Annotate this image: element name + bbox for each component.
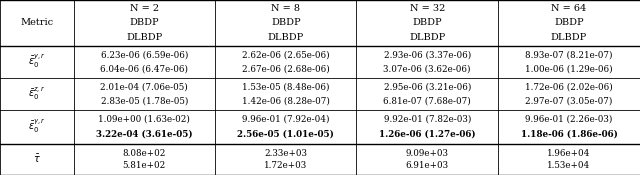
- Text: DBDP: DBDP: [554, 18, 584, 27]
- Text: 6.91e+03: 6.91e+03: [406, 161, 449, 170]
- Text: 8.93e-07 (8.21e-07): 8.93e-07 (8.21e-07): [525, 50, 612, 59]
- Text: $\bar{\tau}$: $\bar{\tau}$: [33, 153, 41, 165]
- Text: 2.56e-05 (1.01e-05): 2.56e-05 (1.01e-05): [237, 130, 334, 139]
- Text: 9.92e-01 (7.82e-03): 9.92e-01 (7.82e-03): [383, 115, 471, 124]
- Text: DLBDP: DLBDP: [551, 33, 587, 42]
- Text: DBDP: DBDP: [412, 18, 442, 27]
- Text: 2.97e-07 (3.05e-07): 2.97e-07 (3.05e-07): [525, 96, 612, 105]
- Text: DLBDP: DLBDP: [409, 33, 445, 42]
- Text: 1.53e+04: 1.53e+04: [547, 161, 591, 170]
- Text: 2.01e-04 (7.06e-05): 2.01e-04 (7.06e-05): [100, 82, 188, 91]
- Text: DLBDP: DLBDP: [268, 33, 304, 42]
- Text: 1.42e-06 (8.28e-07): 1.42e-06 (8.28e-07): [242, 96, 330, 105]
- Text: 8.08e+02: 8.08e+02: [123, 149, 166, 158]
- Text: 2.33e+03: 2.33e+03: [264, 149, 307, 158]
- Text: DBDP: DBDP: [129, 18, 159, 27]
- Text: 2.93e-06 (3.37e-06): 2.93e-06 (3.37e-06): [383, 50, 471, 59]
- Text: 5.81e+02: 5.81e+02: [123, 161, 166, 170]
- Text: 1.18e-06 (1.86e-06): 1.18e-06 (1.86e-06): [520, 130, 618, 139]
- Text: $\bar{\varepsilon}_0^{\gamma,r}$: $\bar{\varepsilon}_0^{\gamma,r}$: [28, 118, 46, 135]
- Text: 6.23e-06 (6.59e-06): 6.23e-06 (6.59e-06): [100, 50, 188, 59]
- Text: $\bar{\varepsilon}_0^{y,r}$: $\bar{\varepsilon}_0^{y,r}$: [28, 53, 46, 70]
- Text: 9.96e-01 (2.26e-03): 9.96e-01 (2.26e-03): [525, 115, 612, 124]
- Text: 2.67e-06 (2.68e-06): 2.67e-06 (2.68e-06): [242, 64, 330, 73]
- Text: 1.26e-06 (1.27e-06): 1.26e-06 (1.27e-06): [379, 130, 476, 139]
- Text: DBDP: DBDP: [271, 18, 301, 27]
- Text: N = 2: N = 2: [130, 4, 159, 13]
- Text: 1.00e-06 (1.29e-06): 1.00e-06 (1.29e-06): [525, 64, 612, 73]
- Text: 3.07e-06 (3.62e-06): 3.07e-06 (3.62e-06): [383, 64, 471, 73]
- Text: N = 32: N = 32: [410, 4, 445, 13]
- Text: 1.53e-05 (8.48e-06): 1.53e-05 (8.48e-06): [242, 82, 330, 91]
- Text: N = 64: N = 64: [551, 4, 587, 13]
- Text: 9.96e-01 (7.92e-04): 9.96e-01 (7.92e-04): [242, 115, 330, 124]
- Text: 1.72e+03: 1.72e+03: [264, 161, 307, 170]
- Text: 2.62e-06 (2.65e-06): 2.62e-06 (2.65e-06): [242, 50, 330, 59]
- Text: 1.09e+00 (1.63e-02): 1.09e+00 (1.63e-02): [99, 115, 190, 124]
- Text: 6.81e-07 (7.68e-07): 6.81e-07 (7.68e-07): [383, 96, 471, 105]
- Text: 2.95e-06 (3.21e-06): 2.95e-06 (3.21e-06): [383, 82, 471, 91]
- Text: 1.72e-06 (2.02e-06): 1.72e-06 (2.02e-06): [525, 82, 613, 91]
- Text: N = 8: N = 8: [271, 4, 300, 13]
- Text: 9.09e+03: 9.09e+03: [406, 149, 449, 158]
- Text: 1.96e+04: 1.96e+04: [547, 149, 591, 158]
- Text: 2.83e-05 (1.78e-05): 2.83e-05 (1.78e-05): [100, 96, 188, 105]
- Text: $\bar{\varepsilon}_0^{z,r}$: $\bar{\varepsilon}_0^{z,r}$: [28, 86, 45, 102]
- Text: 3.22e-04 (3.61e-05): 3.22e-04 (3.61e-05): [96, 130, 193, 139]
- Text: 6.04e-06 (6.47e-06): 6.04e-06 (6.47e-06): [100, 64, 188, 73]
- Text: Metric: Metric: [20, 18, 53, 27]
- Text: DLBDP: DLBDP: [126, 33, 163, 42]
